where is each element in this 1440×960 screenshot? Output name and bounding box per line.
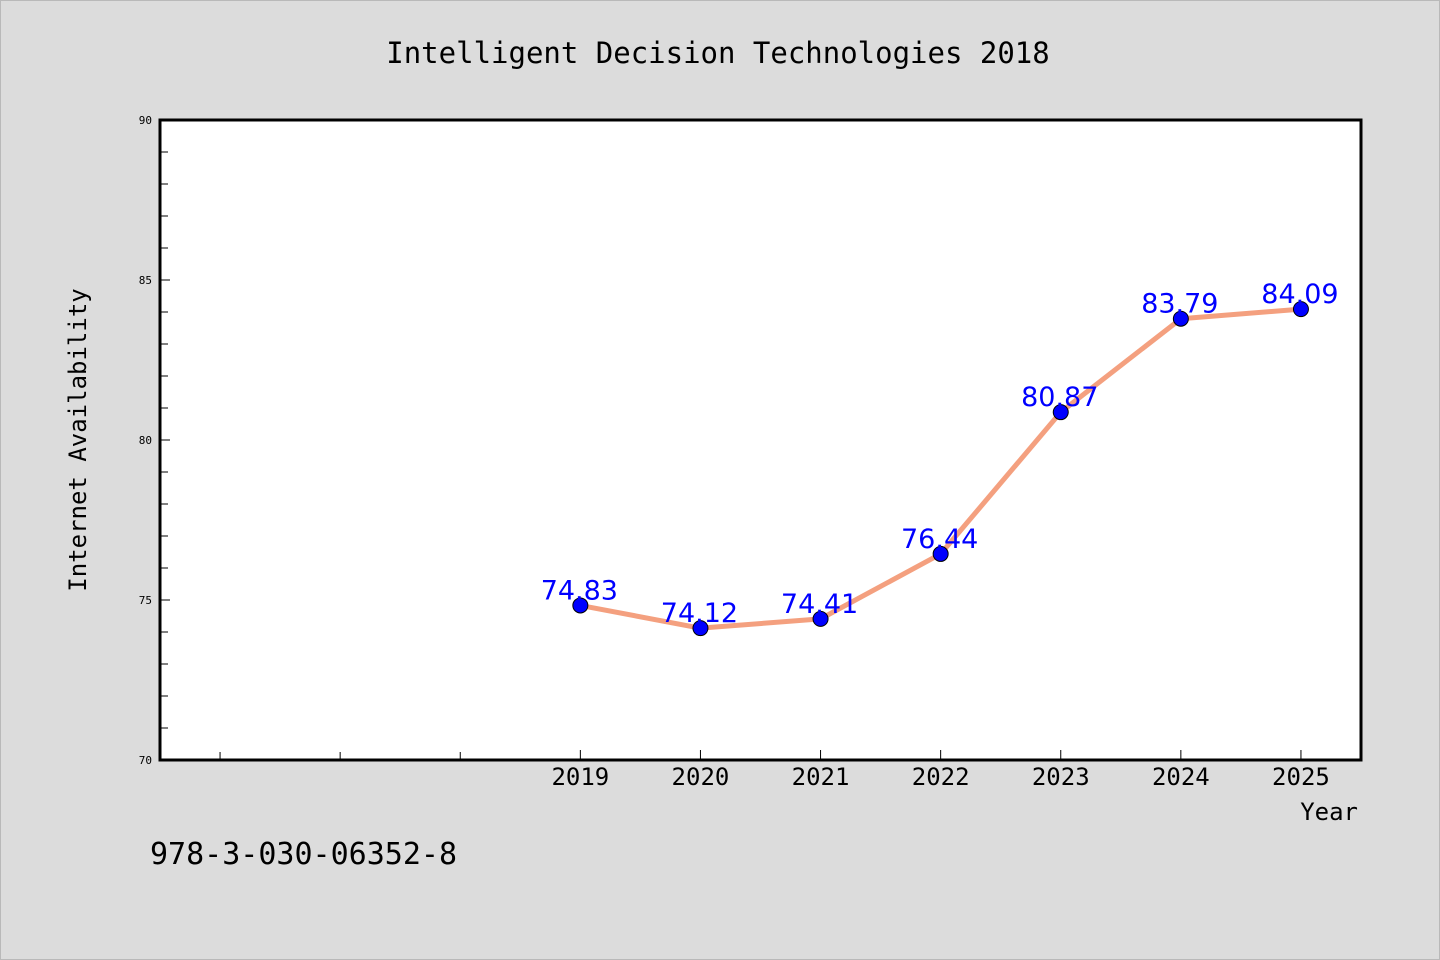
- y-tick-label: 85: [139, 274, 152, 287]
- y-tick-label: 70: [139, 754, 152, 767]
- data-label-2022: 76.44: [901, 524, 978, 555]
- y-tick-label: 90: [139, 114, 152, 127]
- data-label-2024: 83.79: [1141, 289, 1218, 320]
- data-point-2025: [1292, 301, 1309, 318]
- x-axis-label: Year: [1300, 798, 1358, 826]
- data-point-2022: [932, 545, 949, 562]
- data-label-2023: 80.87: [1021, 382, 1098, 413]
- x-tick-label: 2025: [1272, 763, 1330, 791]
- x-tick-label: 2021: [792, 763, 850, 791]
- x-tick-label: 2022: [912, 763, 970, 791]
- y-axis-ticks: 70 75 80 85 90: [139, 114, 170, 767]
- data-point-2020: [692, 620, 709, 637]
- data-point-2024: [1172, 310, 1189, 327]
- data-point-2019: [572, 597, 589, 614]
- footer-text: 978-3-030-06352-8: [150, 837, 457, 872]
- y-tick-label: 80: [139, 434, 152, 447]
- data-label-2019: 74.83: [541, 575, 618, 606]
- data-labels: 74.83 74.12 74.41 76.44 80.87 83.79 84.09: [541, 279, 1339, 629]
- series-markers: [572, 301, 1309, 637]
- x-axis-ticks: 2019 2020 2021 2022 2023 2024 2025: [219, 750, 1330, 791]
- data-label-2020: 74.12: [661, 598, 738, 629]
- data-point-2021: [812, 610, 829, 627]
- data-label-2021: 74.41: [781, 589, 858, 620]
- plot-area: [158, 118, 1363, 762]
- data-point-2023: [1052, 404, 1069, 421]
- y-tick-label: 75: [139, 594, 152, 607]
- x-tick-label: 2019: [551, 763, 609, 791]
- x-tick-label: 2020: [672, 763, 730, 791]
- x-tick-label: 2023: [1032, 763, 1090, 791]
- y-axis-label: Internet Availability: [64, 288, 92, 591]
- x-tick-label: 2024: [1152, 763, 1210, 791]
- chart-title: Intelligent Decision Technologies 2018: [386, 36, 1049, 70]
- data-label-2025: 84.09: [1261, 279, 1338, 310]
